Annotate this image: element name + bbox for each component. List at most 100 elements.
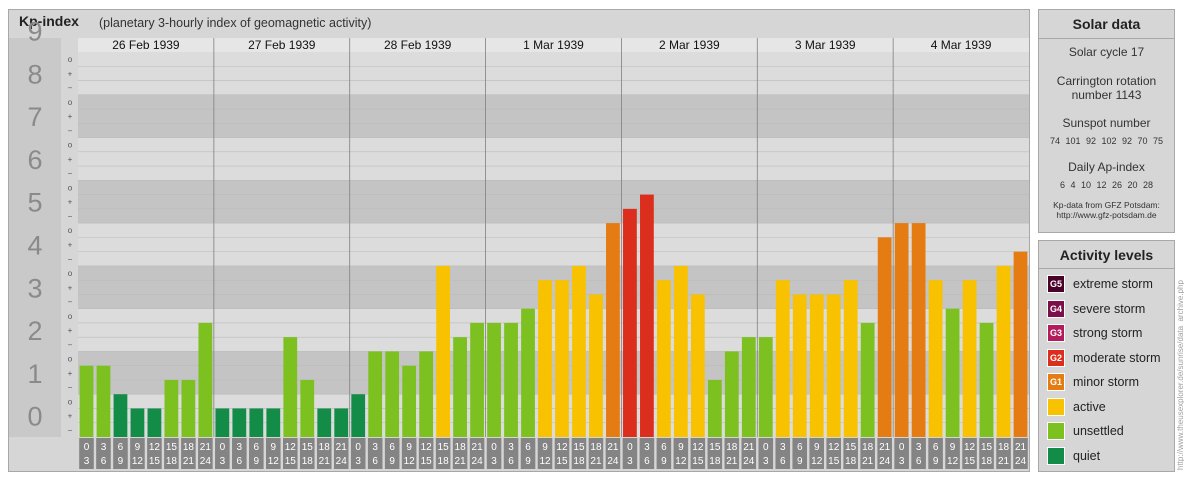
time-slot-start: 15 [845, 442, 857, 453]
y-minor-tick: − [68, 298, 73, 307]
kp-bar [996, 265, 1011, 437]
kp-bar [470, 322, 484, 437]
time-slot-end: 6 [644, 456, 650, 467]
y-minor-tick: o [68, 55, 73, 64]
y-minor-tick: − [68, 340, 73, 349]
time-slot-end: 24 [879, 456, 891, 467]
time-slot-start: 12 [285, 442, 297, 453]
day-label: 2 Mar 1939 [659, 38, 720, 52]
time-slot-box [79, 438, 94, 469]
legend-label: quiet [1073, 448, 1101, 463]
kp-bar [249, 408, 264, 437]
time-slot-end: 6 [237, 456, 243, 467]
kp-bar [724, 351, 739, 437]
levels-divider [1039, 268, 1174, 269]
time-slot-end: 18 [845, 456, 857, 467]
time-slot-start: 6 [254, 442, 260, 453]
time-slot-start: 12 [149, 442, 161, 453]
time-slot-box [843, 438, 858, 469]
kp-bar [79, 365, 94, 437]
y-minor-tick: + [68, 283, 73, 292]
time-slot-end: 12 [811, 456, 823, 467]
kp-bar [181, 379, 196, 437]
time-slot-box [367, 438, 383, 469]
time-slot-box [639, 438, 655, 469]
kp-bar [215, 408, 230, 437]
time-slot-box [316, 438, 332, 469]
time-slot-box [469, 438, 485, 469]
time-slot-box [588, 438, 604, 469]
kp-bar [809, 294, 824, 437]
time-slot-end: 6 [780, 456, 786, 467]
kp-bar [232, 408, 247, 437]
time-slot-end: 9 [525, 456, 531, 467]
legend-swatch [1047, 422, 1065, 440]
time-slot-end: 24 [607, 456, 619, 467]
y-minor-tick: + [68, 112, 73, 121]
legend-item: G2 moderate storm [1047, 348, 1161, 368]
time-slot-start: 6 [661, 442, 667, 453]
time-slot-end: 21 [183, 456, 195, 467]
kp-bar [656, 280, 671, 437]
time-slot-box [792, 438, 808, 469]
time-slot-end: 15 [421, 456, 433, 467]
kp-band [78, 94, 1029, 138]
y-minor-tick: − [68, 169, 73, 178]
kp-bar [945, 308, 960, 437]
time-slot-start: 21 [472, 442, 484, 453]
time-slot-start: 21 [1015, 442, 1027, 453]
time-slot-box [181, 438, 196, 469]
y-minor-tick: + [68, 198, 73, 207]
y-minor-tick: − [68, 383, 73, 392]
kp-bar [741, 337, 756, 437]
time-slot-end: 9 [933, 456, 939, 467]
legend-item: quiet [1047, 446, 1100, 466]
kp-bar [792, 294, 807, 437]
time-slot-box [503, 438, 519, 469]
time-slot-start: 15 [981, 442, 993, 453]
y-tick-label: 9 [27, 17, 42, 47]
kp-bar [453, 337, 467, 437]
time-slot-end: 18 [302, 456, 314, 467]
time-slot-end: 12 [675, 456, 687, 467]
kp-bar [572, 265, 586, 437]
time-slot-start: 0 [84, 442, 90, 453]
time-slot-end: 12 [132, 456, 144, 467]
time-slot-box [232, 438, 247, 469]
time-slot-box [826, 438, 841, 469]
time-slot-end: 12 [404, 456, 416, 467]
legend-swatch [1047, 397, 1065, 416]
time-slot-start: 18 [455, 442, 467, 453]
kp-bar [1013, 251, 1028, 437]
time-slot-start: 18 [590, 442, 602, 453]
y-tick-label: 7 [27, 102, 42, 132]
time-slot-box [656, 438, 672, 469]
time-slot-box [96, 438, 111, 469]
kp-band [78, 223, 1029, 266]
time-slot-box [894, 438, 909, 469]
time-slot-end: 15 [149, 456, 161, 467]
y-minor-tick: o [68, 141, 73, 150]
kp-bar [96, 365, 111, 437]
solar-cycle: Solar cycle 17 [1068, 45, 1145, 59]
time-slot-end: 9 [389, 456, 395, 467]
time-slot-start: 6 [797, 442, 803, 453]
kp-bar [504, 322, 518, 437]
y-tick-label: 8 [27, 59, 42, 89]
time-slot-start: 21 [607, 442, 619, 453]
activity-levels-title: Activity levels [1059, 247, 1154, 263]
time-slot-box [775, 438, 791, 469]
kp-bar [130, 408, 145, 437]
kp-bar [368, 351, 383, 437]
kp-bar [402, 365, 417, 437]
y-minor-tick: − [68, 426, 73, 435]
y-minor-tick: + [68, 155, 73, 164]
y-minor-tick: − [68, 212, 73, 221]
time-slot-box [401, 438, 417, 469]
time-slot-start: 3 [237, 442, 243, 453]
y-minor-tick: − [68, 126, 73, 135]
kp-bar [640, 194, 654, 437]
time-slot-end: 6 [508, 456, 514, 467]
kp-bar [758, 337, 773, 437]
kp-bar [521, 308, 535, 437]
